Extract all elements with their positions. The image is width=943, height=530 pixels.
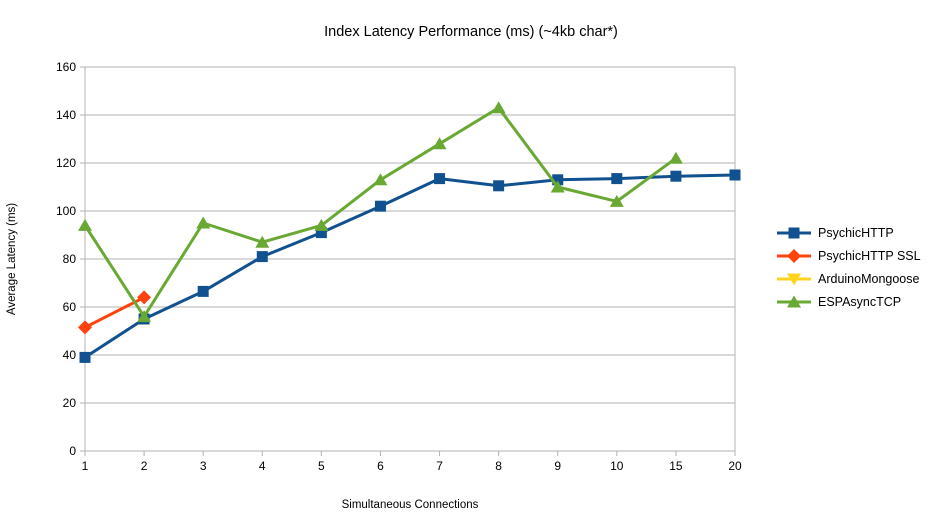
x-tick-label: 1 [82,459,89,473]
y-axis-title: Average Latency (ms) [6,203,18,315]
data-point-psychichttp [256,251,268,263]
x-tick-label: 20 [728,459,742,473]
data-point-espasynctcp [668,151,683,164]
x-tick-label: 6 [377,459,384,473]
data-point-espasynctcp [373,173,388,186]
y-tick-label: 140 [56,108,76,122]
data-point-espasynctcp [78,218,92,231]
legend-marker-psychichttp [777,227,811,238]
y-tick-label: 20 [63,396,77,410]
series-line-psychichttp [84,173,736,359]
legend-marker-shape [788,227,800,238]
data-point-espasynctcp [196,216,211,229]
y-tick-label: 100 [56,204,76,218]
legend-marker-arduinomongoose [777,273,811,285]
legend-label-psychichttp: PsychicHTTP [818,225,894,240]
data-point-psychichttp [611,173,623,185]
x-tick-label: 4 [259,459,266,473]
x-tick-label: 8 [495,459,502,473]
legend-marker-shape [787,248,801,263]
data-point-psychichttp [670,170,682,182]
x-tick-label: 9 [554,459,561,473]
data-point-espasynctcp [432,137,447,150]
data-point-psychichttp [493,180,505,192]
legend-item-psychichttp-ssl: PsychicHTTP SSL [777,244,921,267]
legend-marker-shape [787,273,801,285]
data-point-psychichttp [729,169,741,181]
chart-title: Index Latency Performance (ms) (~4kb cha… [324,24,618,40]
legend-label-arduinomongoose: ArduinoMongoose [818,271,920,286]
legend-item-espasynctcp: ESPAsyncTCP [777,290,921,313]
data-point-espasynctcp [609,194,624,207]
series-line-espasynctcp [83,106,677,319]
axis-tick-labels: 0 20 40 60 80 100 120 140 160 1 2 3 4 5 6 7 8 9 10 15 20 [56,60,742,473]
legend-marker-shape [787,295,801,307]
legend-marker-psychichttp-ssl [777,248,811,263]
data-point-espasynctcp [491,101,506,114]
legend-marker-espasynctcp [777,295,811,307]
legend-item-psychichttp: PsychicHTTP [777,221,921,244]
legend-label-psychichttp-ssl: PsychicHTTP SSL [818,248,921,263]
x-tick-label: 3 [200,459,207,473]
data-point-psychichttp-ssl [137,290,152,305]
x-tick-label: 5 [318,459,325,473]
data-point-espasynctcp [550,180,565,193]
gridlines [85,66,735,404]
data-point-psychichttp [197,285,209,297]
x-tick-label: 7 [436,459,443,473]
y-tick-label: 40 [63,348,77,362]
data-point-espasynctcp [137,310,152,323]
data-point-psychichttp [434,173,446,185]
y-tick-label: 80 [63,252,77,266]
y-tick-label: 120 [56,156,76,170]
x-tick-label: 10 [610,459,624,473]
y-tick-label: 60 [63,300,77,314]
data-point-psychichttp-ssl [78,320,92,335]
data-series [78,101,741,363]
axes [80,66,736,456]
data-point-espasynctcp [314,218,329,231]
y-tick-label: 0 [69,444,76,458]
x-tick-label: 15 [669,459,683,473]
data-point-psychichttp [79,351,91,363]
x-axis-title: Simultaneous Connections [342,499,479,511]
series-psychichttp [79,169,741,363]
data-point-psychichttp [374,200,386,212]
data-point-psychichttp [552,174,564,186]
data-point-psychichttp [315,227,327,239]
legend: PsychicHTTP PsychicHTTP SSL ArduinoMongoos… [777,221,921,313]
x-tick-label: 2 [141,459,148,473]
legend-label-espasynctcp: ESPAsyncTCP [818,294,902,309]
legend-item-arduinomongoose: ArduinoMongoose [777,267,921,290]
y-tick-label: 160 [56,60,76,74]
series-espasynctcp [78,101,683,323]
data-point-espasynctcp [255,235,270,248]
